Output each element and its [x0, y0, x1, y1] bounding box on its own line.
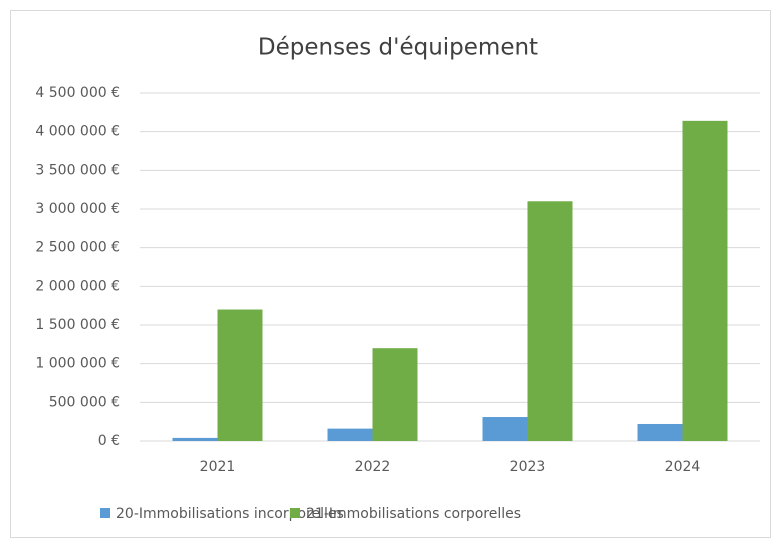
bar: [637, 423, 683, 441]
x-tick-label: 2023: [510, 459, 546, 475]
x-tick-label: 2022: [355, 459, 391, 475]
bar: [682, 120, 728, 441]
x-tick-label: 2021: [200, 459, 236, 475]
y-tick-label: 1 000 000 €: [35, 356, 120, 372]
y-tick-label: 4 000 000 €: [35, 124, 120, 140]
y-tick-label: 500 000 €: [49, 394, 120, 410]
legend-label: 21-Immobilisations corporelles: [306, 506, 521, 522]
chart-border: [10, 10, 771, 538]
y-tick-label: 2 000 000 €: [35, 278, 120, 294]
legend-swatch: [100, 508, 110, 518]
y-tick-label: 1 500 000 €: [35, 317, 120, 333]
bar: [527, 201, 573, 441]
bar: [217, 309, 263, 441]
legend-label: 20-Immobilisations incorporelles: [116, 506, 344, 522]
y-tick-label: 2 500 000 €: [35, 240, 120, 256]
x-tick-label: 2024: [665, 459, 701, 475]
bar: [172, 437, 218, 441]
y-tick-label: 0 €: [98, 433, 120, 449]
bar: [372, 348, 418, 441]
y-tick-label: 3 000 000 €: [35, 201, 120, 217]
bar: [327, 428, 373, 441]
y-tick-label: 3 500 000 €: [35, 162, 120, 178]
chart-title: Dépenses d'équipement: [258, 35, 538, 61]
legend-swatch: [290, 508, 300, 518]
bar: [482, 417, 528, 441]
y-tick-label: 4 500 000 €: [35, 85, 120, 101]
